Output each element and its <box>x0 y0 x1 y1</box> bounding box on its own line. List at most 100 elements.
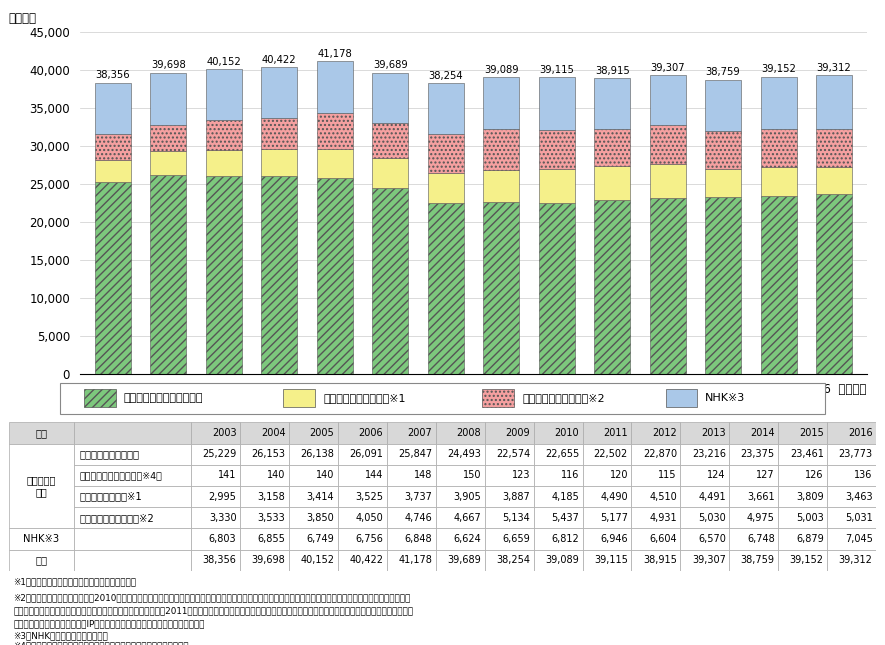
Bar <box>705 80 741 131</box>
Bar <box>681 465 729 486</box>
Text: 39,698: 39,698 <box>251 555 285 565</box>
Bar <box>150 175 187 374</box>
Bar <box>729 486 778 507</box>
Bar <box>95 160 131 183</box>
Text: 6,855: 6,855 <box>258 534 285 544</box>
Bar <box>191 444 240 465</box>
Bar <box>73 444 191 465</box>
Text: 38,759: 38,759 <box>741 555 774 565</box>
Bar <box>95 83 131 134</box>
Bar <box>483 170 519 202</box>
Bar <box>594 79 630 128</box>
Text: 5,031: 5,031 <box>845 513 873 523</box>
Bar <box>485 507 534 528</box>
Bar <box>483 202 519 374</box>
Bar <box>485 528 534 550</box>
Bar <box>681 444 729 465</box>
Bar <box>261 118 297 149</box>
Bar <box>485 444 534 465</box>
Text: 26,138: 26,138 <box>301 450 335 459</box>
Bar <box>387 507 435 528</box>
Text: 150: 150 <box>463 470 481 481</box>
Text: 3,158: 3,158 <box>258 491 285 502</box>
Bar <box>778 486 827 507</box>
Bar <box>73 507 191 528</box>
Text: NHK※3: NHK※3 <box>23 534 59 544</box>
Bar <box>534 465 582 486</box>
Bar <box>816 75 852 129</box>
Text: 38,915: 38,915 <box>643 555 677 565</box>
Text: 2003: 2003 <box>212 428 236 438</box>
Bar <box>435 507 485 528</box>
Bar <box>582 507 631 528</box>
Bar <box>827 444 876 465</box>
Bar <box>338 444 387 465</box>
Bar <box>338 422 387 444</box>
Text: ケーブルテレビ事業者※2: ケーブルテレビ事業者※2 <box>522 393 604 403</box>
Bar <box>289 422 338 444</box>
Bar <box>338 507 387 528</box>
Bar <box>373 159 408 188</box>
Text: 3,661: 3,661 <box>747 491 774 502</box>
Bar <box>261 67 297 118</box>
Bar <box>816 129 852 167</box>
Text: 22,574: 22,574 <box>496 450 530 459</box>
Bar <box>427 173 464 203</box>
Text: 39,312: 39,312 <box>817 63 851 73</box>
Text: 123: 123 <box>512 470 530 481</box>
Text: 4,931: 4,931 <box>650 513 677 523</box>
Bar <box>778 444 827 465</box>
Text: 2012: 2012 <box>652 428 677 438</box>
Text: 施設と同等の放送方式のものを含む。）を有する営利法人、2011年度からは有線電気通信設備を用いて自主放送を行う登録一般放送事業者（営利法人に限る。）: 施設と同等の放送方式のものを含む。）を有する営利法人、2011年度からは有線電気… <box>13 606 413 615</box>
Bar <box>827 465 876 486</box>
Bar <box>317 61 353 114</box>
Text: 120: 120 <box>610 470 628 481</box>
Bar <box>631 486 681 507</box>
Bar <box>73 550 191 571</box>
Bar <box>816 194 852 374</box>
Bar <box>206 150 242 175</box>
Bar <box>539 203 574 374</box>
Bar <box>760 77 797 129</box>
Text: 6,659: 6,659 <box>503 534 530 544</box>
Text: 40,152: 40,152 <box>206 57 242 67</box>
Bar <box>191 465 240 486</box>
Bar <box>317 178 353 374</box>
Bar <box>778 528 827 550</box>
Text: 39,152: 39,152 <box>761 64 796 74</box>
Bar <box>582 465 631 486</box>
Text: 3,809: 3,809 <box>796 491 824 502</box>
Text: 2005: 2005 <box>310 428 335 438</box>
Bar <box>73 465 191 486</box>
Text: 3,414: 3,414 <box>307 491 335 502</box>
Text: 4,490: 4,490 <box>600 491 628 502</box>
Bar <box>760 167 797 196</box>
Bar <box>73 486 191 507</box>
Text: 3,533: 3,533 <box>258 513 285 523</box>
Text: 3,887: 3,887 <box>503 491 530 502</box>
Text: 22,502: 22,502 <box>594 450 628 459</box>
Text: 3,850: 3,850 <box>306 513 335 523</box>
Text: 6,748: 6,748 <box>747 534 774 544</box>
Text: 4,975: 4,975 <box>747 513 774 523</box>
Bar <box>681 528 729 550</box>
Bar <box>760 196 797 374</box>
Bar <box>373 123 408 159</box>
Bar <box>631 422 681 444</box>
Text: NHK※3: NHK※3 <box>705 393 745 403</box>
Text: 39,089: 39,089 <box>484 65 519 75</box>
Text: 4,050: 4,050 <box>356 513 383 523</box>
Bar <box>534 422 582 444</box>
Text: 38,254: 38,254 <box>428 71 463 81</box>
Bar <box>206 69 242 121</box>
Bar <box>729 507 778 528</box>
Text: 26,153: 26,153 <box>251 450 285 459</box>
Bar <box>827 486 876 507</box>
Bar <box>778 465 827 486</box>
Bar <box>631 465 681 486</box>
Text: 2,995: 2,995 <box>209 491 236 502</box>
Bar <box>9 422 73 444</box>
Bar <box>631 550 681 571</box>
Text: 148: 148 <box>414 470 432 481</box>
Bar <box>681 486 729 507</box>
